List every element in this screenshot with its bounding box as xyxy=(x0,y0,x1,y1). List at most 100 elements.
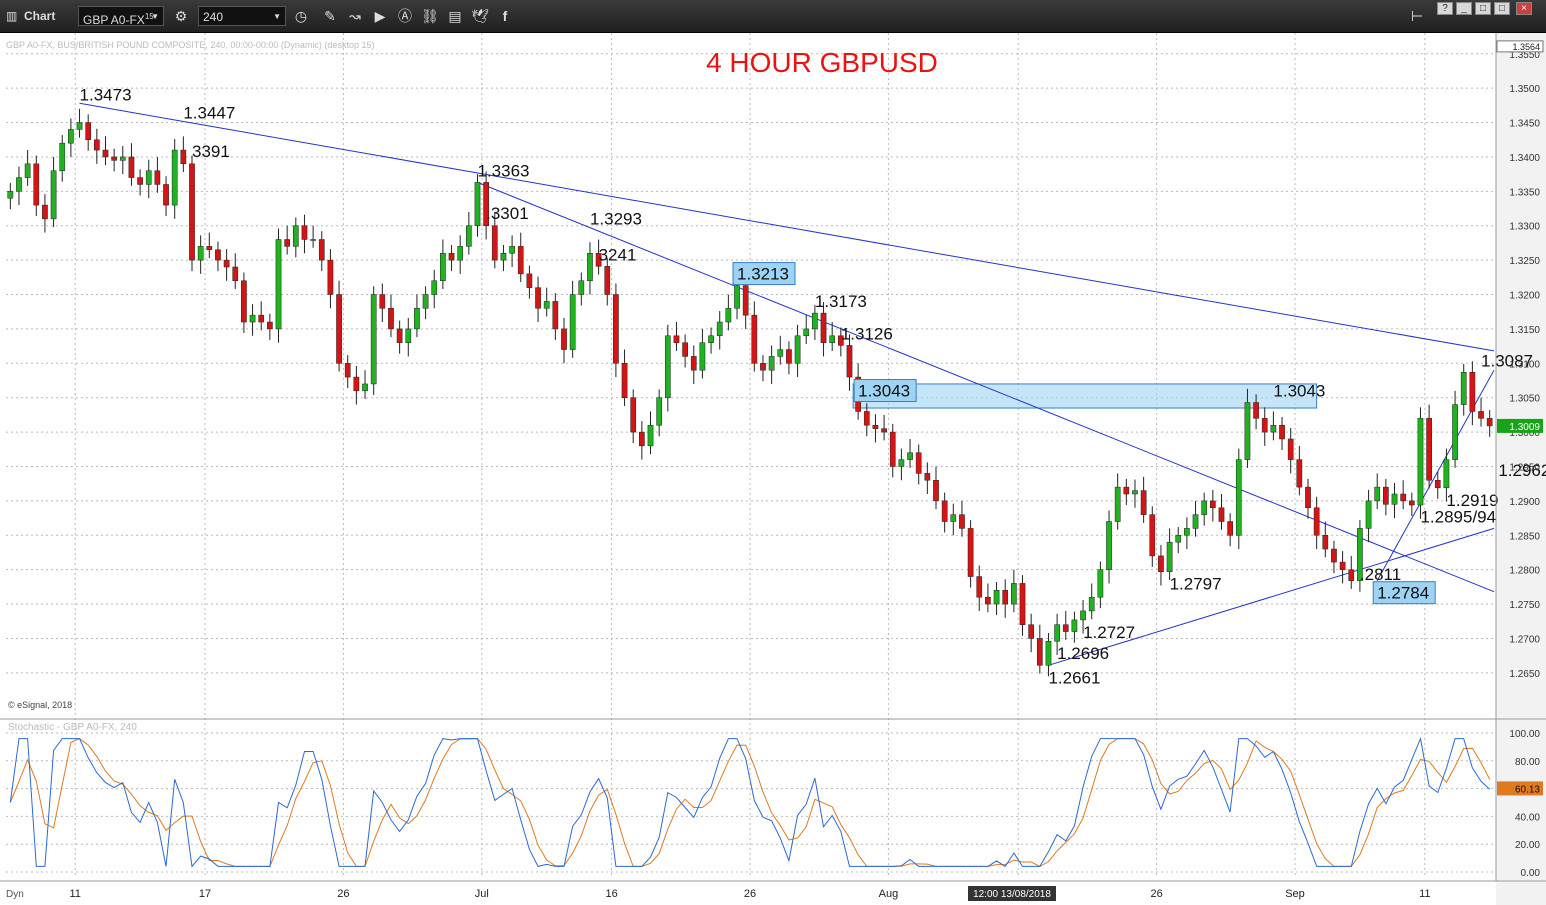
candle-body xyxy=(1296,459,1303,488)
restore-button[interactable]: □ xyxy=(1475,2,1491,15)
price-tick-label: 1.3350 xyxy=(1509,187,1540,198)
settings-icon[interactable]: ⚙ xyxy=(174,8,188,24)
candle-body xyxy=(872,424,879,429)
stoch-tick-label: 40.00 xyxy=(1515,812,1540,823)
chart-header: GBP A0-FX, BUS/BRITISH POUND COMPOSITE, … xyxy=(6,40,374,50)
candle-body xyxy=(898,459,905,467)
draw-icon[interactable]: ↝ xyxy=(349,8,361,24)
candle-body xyxy=(1175,535,1182,543)
time-tooltip: 12:00 13/08/2018 xyxy=(973,889,1051,900)
close-button[interactable]: × xyxy=(1516,2,1532,15)
candle-body xyxy=(794,335,801,364)
candle-body xyxy=(1339,561,1346,570)
price-tick-label: 1.2800 xyxy=(1509,566,1540,577)
candle-body xyxy=(976,576,983,598)
candle-body xyxy=(863,411,870,426)
symbol-selector[interactable]: GBP A0-FX15 ▼ xyxy=(78,6,164,27)
candle-body xyxy=(197,246,204,261)
candle-body xyxy=(1313,507,1320,536)
price-tick-label: 1.3400 xyxy=(1509,153,1540,164)
candle-body xyxy=(1192,514,1199,529)
x-tick-label: 11 xyxy=(1419,888,1430,900)
candle-body xyxy=(137,177,143,185)
candle-body xyxy=(24,163,31,178)
candle-body xyxy=(1123,486,1130,495)
pen-icon[interactable]: ✎ xyxy=(324,8,336,24)
copyright: © eSignal, 2018 xyxy=(8,700,72,710)
candle-body xyxy=(690,356,697,371)
x-tick-label: 11 xyxy=(69,888,80,900)
chart-title: 4 HOUR GBPUSD xyxy=(706,47,938,78)
candle-body xyxy=(1374,486,1381,502)
candle-body xyxy=(1106,521,1112,570)
candle-body xyxy=(1114,486,1121,522)
price-tick-label: 1.3100 xyxy=(1509,359,1540,370)
candle-body xyxy=(716,321,723,337)
play-icon[interactable]: ▶ xyxy=(374,8,386,24)
axes: 1.3550 1.3500 1.3450 1.3400 1.3350 1.3300 1.32… xyxy=(0,33,1546,900)
candle-body xyxy=(232,266,239,282)
price-annotation: 1.3087 xyxy=(1481,351,1533,370)
price-annotation: 1.3293 xyxy=(590,210,642,229)
price-tick-label: 1.2700 xyxy=(1509,634,1540,645)
stochastic-title: Stochastic - GBP A0-FX, 240 xyxy=(8,722,137,733)
price-tick-label: 1.3250 xyxy=(1509,256,1540,267)
candle-body xyxy=(336,294,342,364)
chart-window-icon: ▥ xyxy=(6,9,18,23)
price-annotation: 1.2919 xyxy=(1446,491,1498,510)
candle-body xyxy=(604,266,611,295)
candle-body xyxy=(1132,490,1138,495)
candle-body xyxy=(760,363,766,371)
candle-body xyxy=(907,452,913,460)
help-button[interactable]: ? xyxy=(1437,2,1453,15)
x-tick-label: 26 xyxy=(337,888,349,900)
candle-body xyxy=(1080,610,1086,621)
candle-body xyxy=(993,590,1000,605)
interval-selector[interactable]: 240 ▼ xyxy=(198,6,286,26)
candle-body xyxy=(223,259,230,268)
facebook-icon[interactable]: f xyxy=(502,8,508,24)
stoch-tick-label: 100.00 xyxy=(1509,729,1540,740)
clock-icon[interactable]: ◷ xyxy=(294,8,308,24)
candle-body xyxy=(595,252,602,267)
minimize-button[interactable]: _ xyxy=(1456,2,1472,15)
candle-body xyxy=(725,308,732,323)
candle-body xyxy=(1452,404,1458,460)
pin-icon[interactable]: ⊢ xyxy=(1410,8,1424,24)
trendline xyxy=(79,102,1495,352)
candle-body xyxy=(1391,493,1398,505)
candle-body xyxy=(327,259,334,295)
candle-body xyxy=(1270,424,1277,433)
candle-body xyxy=(639,431,645,447)
price-tick-label: 1.2950 xyxy=(1509,462,1540,473)
alert-icon[interactable]: Ⓐ xyxy=(398,8,412,24)
candle-body xyxy=(1028,624,1035,639)
price-annotation: 1.3447 xyxy=(183,104,235,123)
candle-body xyxy=(1383,486,1389,505)
price-annotation: 1.2696 xyxy=(1057,644,1109,663)
last-price-label: 1.3009 xyxy=(1509,422,1540,433)
toolbar: ▥ Chart GBP A0-FX15 ▼ ⚙ 240 ▼ ◷ ✎ ↝ ▶ Ⓐ … xyxy=(0,0,1546,33)
candle-body xyxy=(812,312,818,330)
candle-body xyxy=(42,204,48,220)
candle-body xyxy=(1478,411,1484,419)
candle-body xyxy=(189,163,195,261)
candle-body xyxy=(1045,640,1052,666)
footer-label: Dyn xyxy=(6,889,24,900)
candle-body xyxy=(777,349,784,357)
candle-body xyxy=(1166,541,1173,572)
chart-background xyxy=(0,33,1546,905)
candle-body xyxy=(1227,521,1233,536)
twitter-icon[interactable]: 🕊 xyxy=(471,8,489,24)
maximize-button[interactable]: □ xyxy=(1494,2,1510,15)
price-annotation: 1.3043 xyxy=(858,382,910,401)
candle-body xyxy=(16,177,22,192)
link-icon[interactable]: ⛓ xyxy=(421,8,439,24)
top-price-label-bg xyxy=(1496,40,1544,53)
candle-body xyxy=(431,280,438,295)
comment-icon[interactable]: ▤ xyxy=(448,8,462,24)
candle-body xyxy=(370,294,377,385)
candle-body xyxy=(275,239,282,330)
label-box xyxy=(853,379,917,403)
